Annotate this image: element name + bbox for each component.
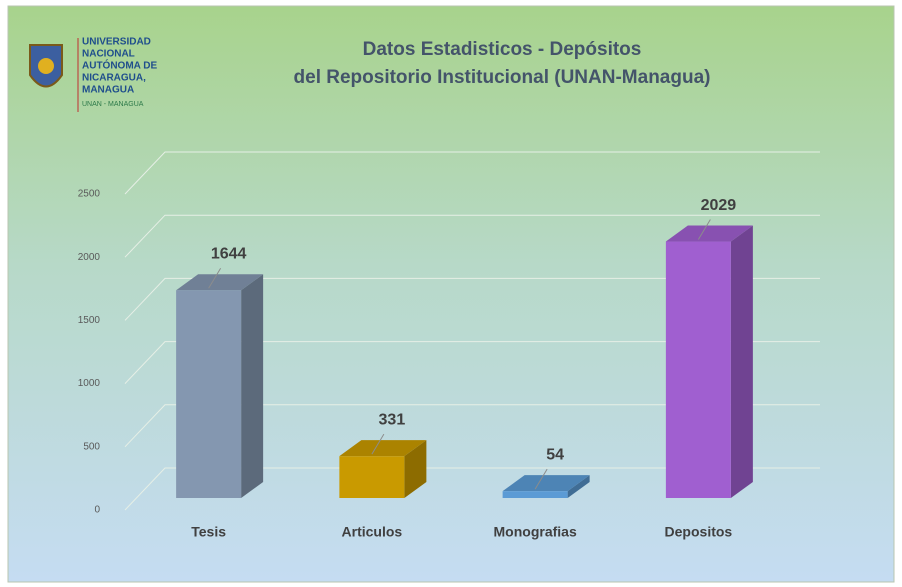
x-tick-label: Articulos: [342, 524, 403, 540]
bar-side: [567, 475, 590, 498]
y-tick-label: 2000: [78, 252, 101, 263]
logo-line: MANAGUA: [82, 85, 134, 96]
logo-text: UNIVERSIDAD NACIONAL AUTÓNOMA DE NICARAG…: [82, 37, 158, 96]
grid-line: [124, 341, 820, 384]
bar-top: [339, 440, 427, 457]
bar: [665, 241, 731, 498]
grid-line: [124, 151, 820, 195]
bar-side: [404, 440, 427, 498]
label-leader: [697, 219, 711, 240]
y-tick-label: 1000: [78, 378, 101, 389]
logo-line: NACIONAL: [82, 49, 135, 60]
bar-top: [665, 225, 753, 242]
value-label: 1644: [211, 245, 247, 262]
y-tick-label: 0: [94, 505, 100, 516]
grid-line: [124, 404, 820, 448]
bar: [339, 456, 405, 498]
value-label: 331: [379, 411, 406, 428]
bar: [502, 491, 568, 498]
grid-line: [124, 214, 820, 258]
bar-top: [502, 475, 590, 492]
bar-top: [176, 274, 264, 291]
logo-line: UNIVERSIDAD: [82, 37, 151, 48]
chart-title: Datos Estadisticos - Depósitos: [363, 39, 642, 60]
x-tick-label: Monografias: [494, 524, 577, 540]
y-tick-label: 1500: [78, 315, 101, 326]
value-label: 54: [546, 446, 564, 463]
label-leader: [208, 267, 222, 289]
logo-line: AUTÓNOMA DE: [82, 59, 158, 72]
value-label: 2029: [701, 197, 737, 214]
bar-side: [730, 225, 753, 498]
grid-line: [124, 277, 820, 321]
background: [7, 5, 895, 583]
label-leader: [534, 468, 548, 490]
y-tick-label: 500: [83, 441, 100, 452]
x-tick-label: Depositos: [665, 524, 733, 540]
logo: [29, 38, 79, 112]
chart-title: del Repositorio Institucional (UNAN-Mana…: [294, 67, 711, 88]
bar-side: [241, 274, 264, 498]
label-leader: [371, 433, 385, 455]
x-tick-label: Tesis: [191, 524, 226, 540]
logo-emblem: [38, 58, 54, 74]
grid-line: [124, 467, 820, 511]
logo-tagline: UNAN - MANAGUA: [82, 101, 144, 108]
logo-line: NICARAGUA,: [82, 73, 146, 84]
bar: [176, 290, 242, 498]
y-tick-label: 2500: [78, 189, 101, 200]
